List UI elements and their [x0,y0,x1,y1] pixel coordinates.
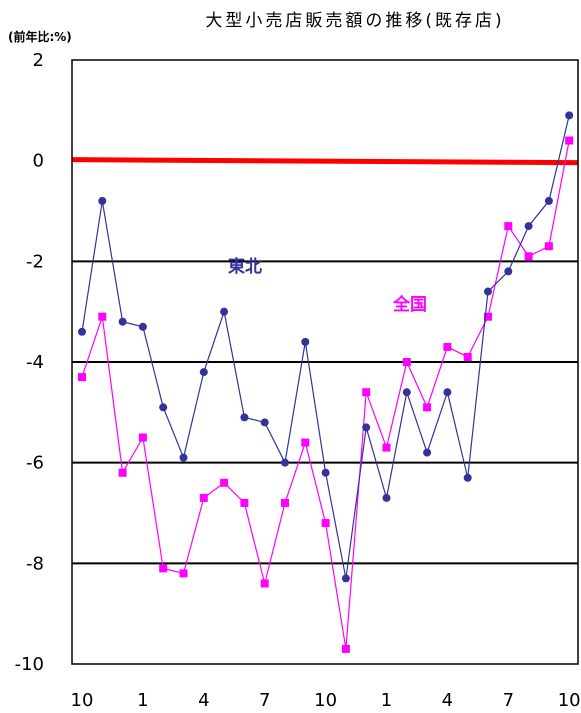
data-point-zenkoku [565,136,574,145]
series-label-tohoku: 東北 [228,256,262,277]
data-point-zenkoku [443,342,452,351]
y-tick-label: -4 [26,352,44,373]
y-tick-label: -2 [26,251,44,272]
data-point-tohoku [463,473,472,482]
data-point-zenkoku [382,443,391,452]
data-point-tohoku [504,267,513,276]
data-point-tohoku [321,468,330,477]
data-point-zenkoku [524,252,533,261]
zero-reference-line [71,157,579,166]
data-point-zenkoku [199,493,208,502]
data-point-zenkoku [118,468,127,477]
data-point-tohoku [362,423,371,432]
data-point-zenkoku [98,312,107,321]
data-point-zenkoku [484,312,492,321]
x-tick-label: 7 [503,690,514,711]
axes: 2 0 -2 -4 -6 -8 -10 10 1 4 7 10 1 4 7 10 [15,50,581,711]
data-point-zenkoku [321,519,330,528]
x-tick-label: 4 [198,690,209,711]
data-point-tohoku [382,493,391,502]
data-point-zenkoku [78,373,86,382]
data-point-tohoku [281,458,289,467]
data-point-zenkoku [138,433,147,442]
x-tick-label: 1 [137,690,148,711]
data-point-zenkoku [281,498,289,507]
y-tick-label: -6 [26,453,44,474]
data-point-tohoku [484,287,492,296]
x-tick-label: 10 [71,690,94,711]
data-point-zenkoku [504,222,513,231]
y-tick-label: 0 [33,151,44,172]
data-point-zenkoku [220,478,229,487]
data-point-tohoku [544,196,553,205]
data-point-tohoku [341,574,350,583]
data-point-tohoku [159,403,168,412]
x-tick-label: 10 [558,690,581,711]
y-tick-label: -10 [15,654,44,675]
series-line-tohoku [81,115,570,579]
data-point-tohoku [179,453,188,462]
y-tick-label: 2 [33,50,44,71]
data-point-tohoku [78,327,86,336]
series-label-zenkoku: 全国 [392,294,427,315]
data-point-tohoku [301,337,310,346]
series-line-zenkoku [81,140,570,649]
x-tick-label: 4 [442,690,453,711]
data-point-zenkoku [463,352,472,361]
plot-frame [71,59,579,665]
data-point-tohoku [138,322,147,331]
data-point-tohoku [524,222,533,231]
x-tick-label: 10 [314,690,337,711]
data-point-zenkoku [240,498,249,507]
data-point-tohoku [423,448,432,457]
data-point-tohoku [565,111,574,120]
data-point-zenkoku [544,242,553,251]
data-point-tohoku [402,388,411,397]
data-point-zenkoku [159,564,168,573]
grid [72,260,578,565]
data-point-zenkoku [362,388,371,397]
y-axis-unit-label: (前年比:%) [8,29,72,44]
data-point-zenkoku [260,579,269,588]
x-tick-label: 7 [259,690,270,711]
data-point-tohoku [199,368,208,377]
chart-title: 大型小売店販売額の推移(既存店) [205,11,504,31]
data-point-zenkoku [423,403,432,412]
data-point-zenkoku [341,644,350,653]
data-point-tohoku [98,196,107,205]
data-point-tohoku [260,418,269,427]
data-point-tohoku [118,317,127,326]
data-point-tohoku [240,413,249,422]
data-point-tohoku [443,388,452,397]
series-group [71,111,579,653]
x-tick-label: 1 [381,690,392,711]
y-tick-label: -8 [26,553,44,574]
data-point-zenkoku [301,438,310,447]
data-point-zenkoku [402,358,411,366]
data-point-zenkoku [179,569,188,578]
data-point-tohoku [220,307,229,316]
